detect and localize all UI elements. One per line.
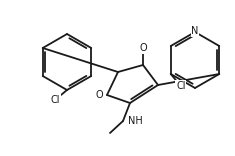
Text: O: O xyxy=(95,90,103,100)
Text: NH: NH xyxy=(128,116,143,126)
Text: Cl: Cl xyxy=(176,81,185,91)
Text: O: O xyxy=(139,43,147,53)
Text: N: N xyxy=(191,26,199,36)
Text: Cl: Cl xyxy=(50,95,60,105)
